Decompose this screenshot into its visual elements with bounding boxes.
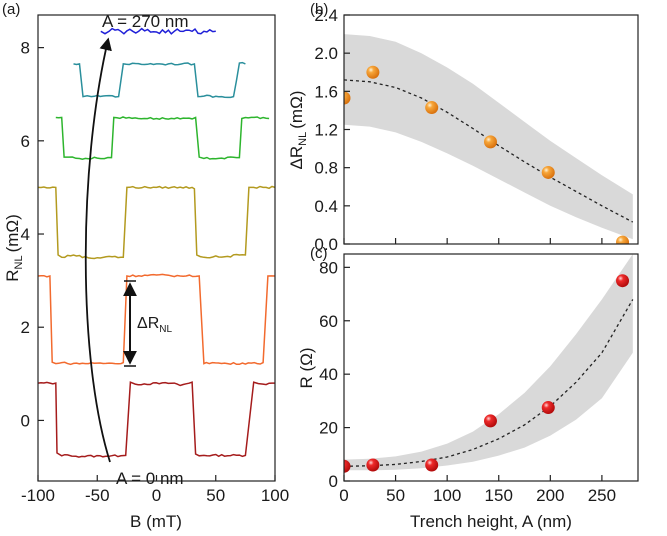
panel-a-trace-line-3 <box>55 116 270 160</box>
panel-a-trace-line-0 <box>38 381 275 458</box>
panel-a-y-ticks: 0 2 4 6 8 <box>21 39 44 430</box>
panel-a-y-tick-label: 4 <box>21 225 30 244</box>
panel-a-x-tick-label: 0 <box>152 486 161 505</box>
panel-a-trace-line-4 <box>73 61 246 99</box>
svg-text:ΔRNL(mΩ): ΔRNL (mΩ) <box>287 91 309 170</box>
panel-c-data-point <box>616 274 630 288</box>
panel-c-x-tick-label: 0 <box>339 486 348 505</box>
panel-b-plot <box>344 34 634 244</box>
panel-c-x-ticks: 0 50 100 150 200 250 <box>339 475 616 505</box>
svg-text:RNL(mΩ): RNL (mΩ) <box>3 214 25 282</box>
panel-c-y-axis-label: R (Ω) <box>297 347 316 388</box>
panel-b-y-tick-label: 1.6 <box>314 82 338 101</box>
panel-c-frame <box>343 253 639 482</box>
panel-c-fit-line <box>344 299 634 467</box>
panel-a-y-tick-label: 8 <box>21 39 30 58</box>
panel-c-y-tick-label: 60 <box>319 312 338 331</box>
panel-c-data-point <box>344 459 351 473</box>
panel-b-y-tick-label: 0.4 <box>314 197 338 216</box>
panel-a-trace-3 <box>55 116 270 160</box>
panel-b-y-tick-label: 2.4 <box>314 6 338 25</box>
panel-b-y-label-main: ΔR <box>287 146 306 170</box>
panel-c-plot <box>344 254 634 473</box>
panel-b-y-ticks: 0.0 0.4 0.8 1.2 1.6 2.0 2.4 <box>314 6 350 254</box>
panel-a-x-axis-label: B (mT) <box>130 512 182 531</box>
panel-a-trace-0 <box>38 381 275 458</box>
panel-b-data-point <box>616 235 630 244</box>
panel-a-y-tick-label: 2 <box>21 318 30 337</box>
panel-c-x-tick-label: 150 <box>485 486 513 505</box>
panel-a-x-tick-label: -100 <box>21 486 55 505</box>
panel-a-trace-4 <box>73 61 246 99</box>
panel-b-y-tick-label: 0.0 <box>314 235 338 254</box>
panel-b: (b) 0.0 0.4 0.8 1.2 1.6 2.0 2.4 ΔRNL (mΩ) <box>287 1 639 254</box>
panel-c: (c) 0 20 40 60 80 0 50 100 150 200 250 Trench hei… <box>297 245 639 531</box>
panel-c-y-tick-label: 40 <box>319 365 338 384</box>
panel-b-x-ticks <box>343 238 603 244</box>
panel-b-fit-line <box>344 79 634 223</box>
panel-b-data-point <box>344 91 351 105</box>
panel-b-data-point <box>483 135 497 149</box>
panel-a-x-ticks: -100 -50 0 50 100 <box>21 475 289 505</box>
panel-a-y-label-sub: NL <box>13 255 25 269</box>
panel-a-y-tick-label: 6 <box>21 132 30 151</box>
panel-a-y-axis-label: RNL (mΩ) <box>3 214 25 282</box>
panel-c-confidence-band <box>344 254 633 471</box>
trend-arrow <box>84 37 112 463</box>
panel-c-x-tick-label: 250 <box>588 486 616 505</box>
panel-b-data-point <box>366 65 380 79</box>
panel-c-y-tick-label: 80 <box>319 258 338 277</box>
panel-a-trace-2 <box>38 185 275 260</box>
panel-a-frame <box>37 14 276 482</box>
panel-a-label: (a) <box>2 1 20 18</box>
panel-a-trace-1 <box>38 273 275 366</box>
panel-c-data-point <box>366 458 380 472</box>
panel-a-trace-line-1 <box>38 273 275 366</box>
panel-b-data-point <box>425 101 439 115</box>
annotation-a-0: A = 0 nm <box>116 469 184 488</box>
delta-r-label: ΔRNL <box>137 315 172 335</box>
panel-a-y-label-unit: (mΩ) <box>3 214 22 252</box>
panel-b-label: (b) <box>310 1 328 18</box>
panel-a-x-tick-label: 50 <box>206 486 225 505</box>
panel-a-trace-line-2 <box>38 185 275 260</box>
panel-b-y-tick-label: 2.0 <box>314 44 338 63</box>
panel-b-data-point <box>541 165 555 179</box>
panel-c-x-tick-label: 200 <box>536 486 564 505</box>
panel-a-trace-5 <box>100 27 216 35</box>
panel-a-x-tick-label: -50 <box>85 486 110 505</box>
panel-b-y-axis-label: ΔRNL (mΩ) <box>287 91 309 170</box>
annotation-a-270: A = 270 nm <box>102 12 188 31</box>
panel-c-x-tick-label: 50 <box>386 486 405 505</box>
panel-c-y-tick-label: 20 <box>319 419 338 438</box>
panel-c-data-point <box>425 458 439 472</box>
panel-c-x-axis-label: Trench height, A (nm) <box>410 512 572 531</box>
panel-a-trace-line-5 <box>100 27 216 35</box>
panel-c-data-point <box>483 414 497 428</box>
panel-b-y-label-sub: NL <box>297 132 309 146</box>
panel-b-y-tick-label: 1.2 <box>314 121 338 140</box>
delta-r-label-main: ΔR <box>137 315 159 332</box>
panel-a-series <box>38 27 275 458</box>
panel-c-label: (c) <box>310 245 328 262</box>
panel-b-y-tick-label: 0.8 <box>314 159 338 178</box>
panel-b-y-label-unit: (mΩ) <box>287 91 306 129</box>
delta-r-label-sub: NL <box>159 324 172 335</box>
panel-a-y-label-main: R <box>3 269 22 281</box>
panel-a-x-tick-label: 100 <box>261 486 289 505</box>
panel-c-y-ticks: 0 20 40 60 80 <box>319 258 350 491</box>
panel-c-y-tick-label: 0 <box>329 472 338 491</box>
panel-c-data-point <box>541 401 555 415</box>
panel-c-x-tick-label: 100 <box>433 486 461 505</box>
panel-a-y-tick-label: 0 <box>21 411 30 430</box>
